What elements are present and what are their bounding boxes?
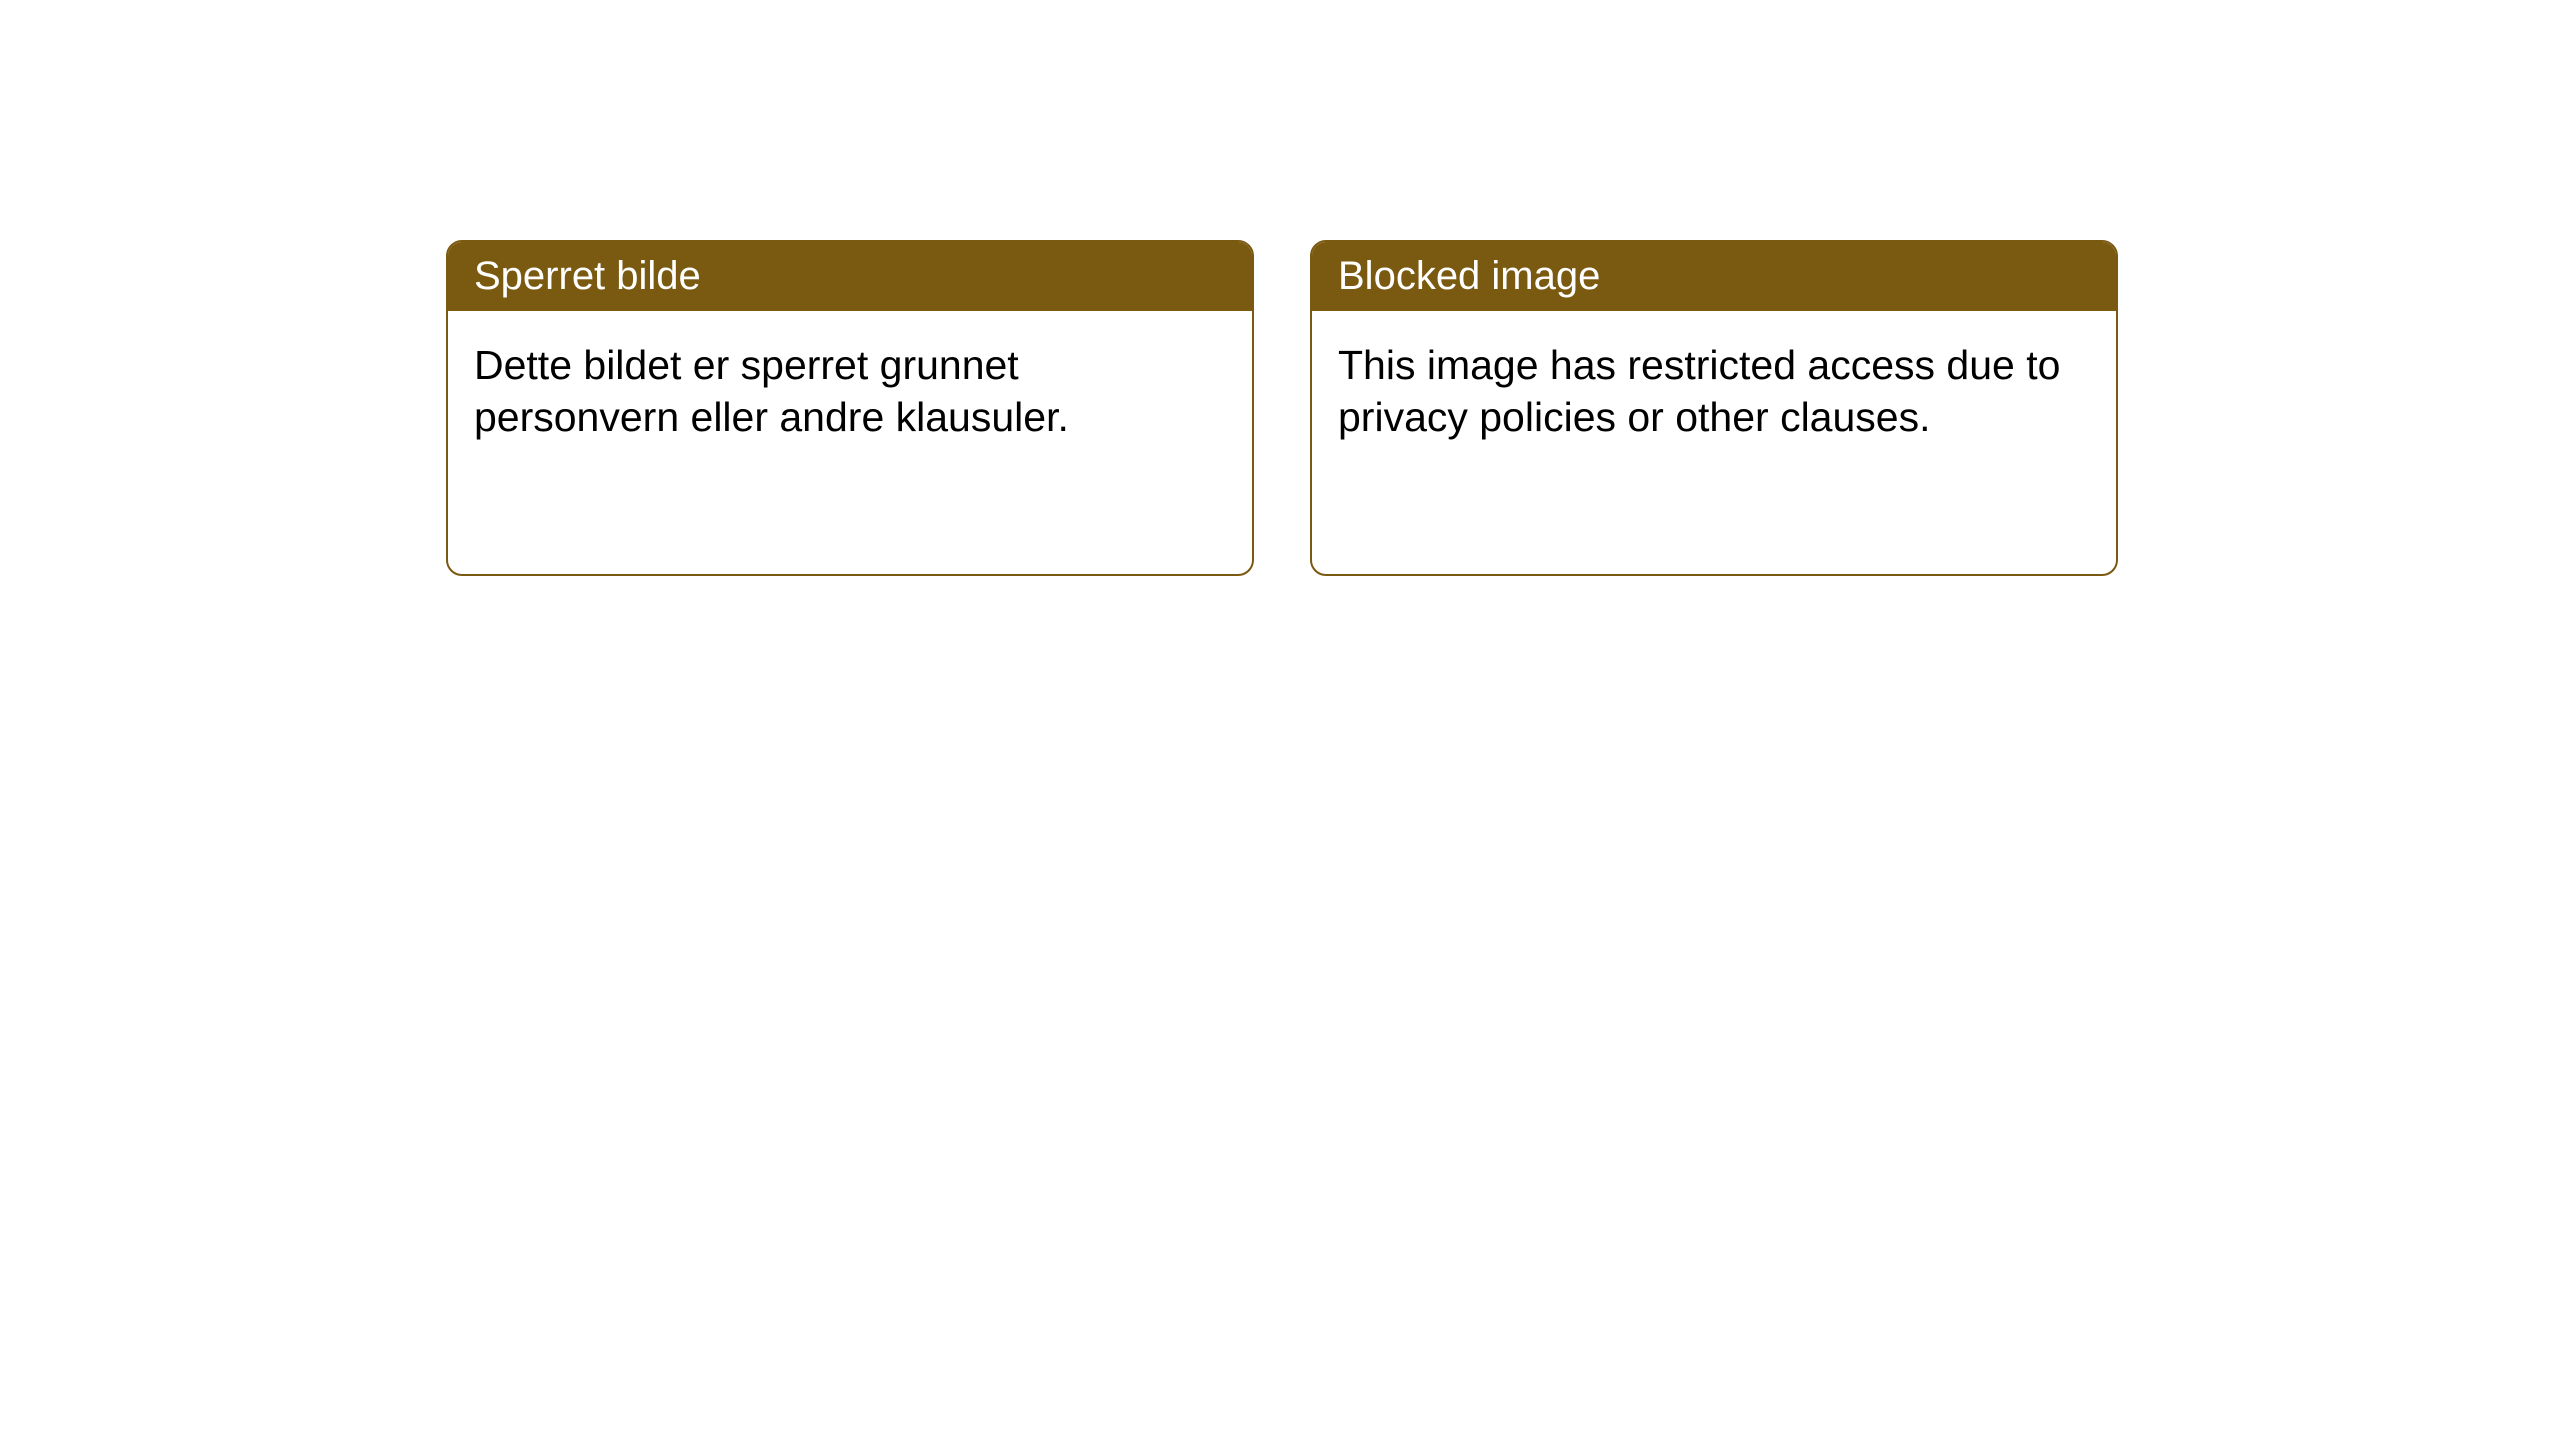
notice-header: Sperret bilde <box>448 242 1252 311</box>
notice-message: This image has restricted access due to … <box>1338 342 2060 440</box>
notice-message: Dette bildet er sperret grunnet personve… <box>474 342 1069 440</box>
notice-body: Dette bildet er sperret grunnet personve… <box>448 311 1252 472</box>
notice-card-norwegian: Sperret bilde Dette bildet er sperret gr… <box>446 240 1254 576</box>
notice-body: This image has restricted access due to … <box>1312 311 2116 472</box>
notice-card-english: Blocked image This image has restricted … <box>1310 240 2118 576</box>
notice-header: Blocked image <box>1312 242 2116 311</box>
notice-title: Sperret bilde <box>474 254 701 298</box>
notice-container: Sperret bilde Dette bildet er sperret gr… <box>0 0 2560 576</box>
notice-title: Blocked image <box>1338 254 1600 298</box>
